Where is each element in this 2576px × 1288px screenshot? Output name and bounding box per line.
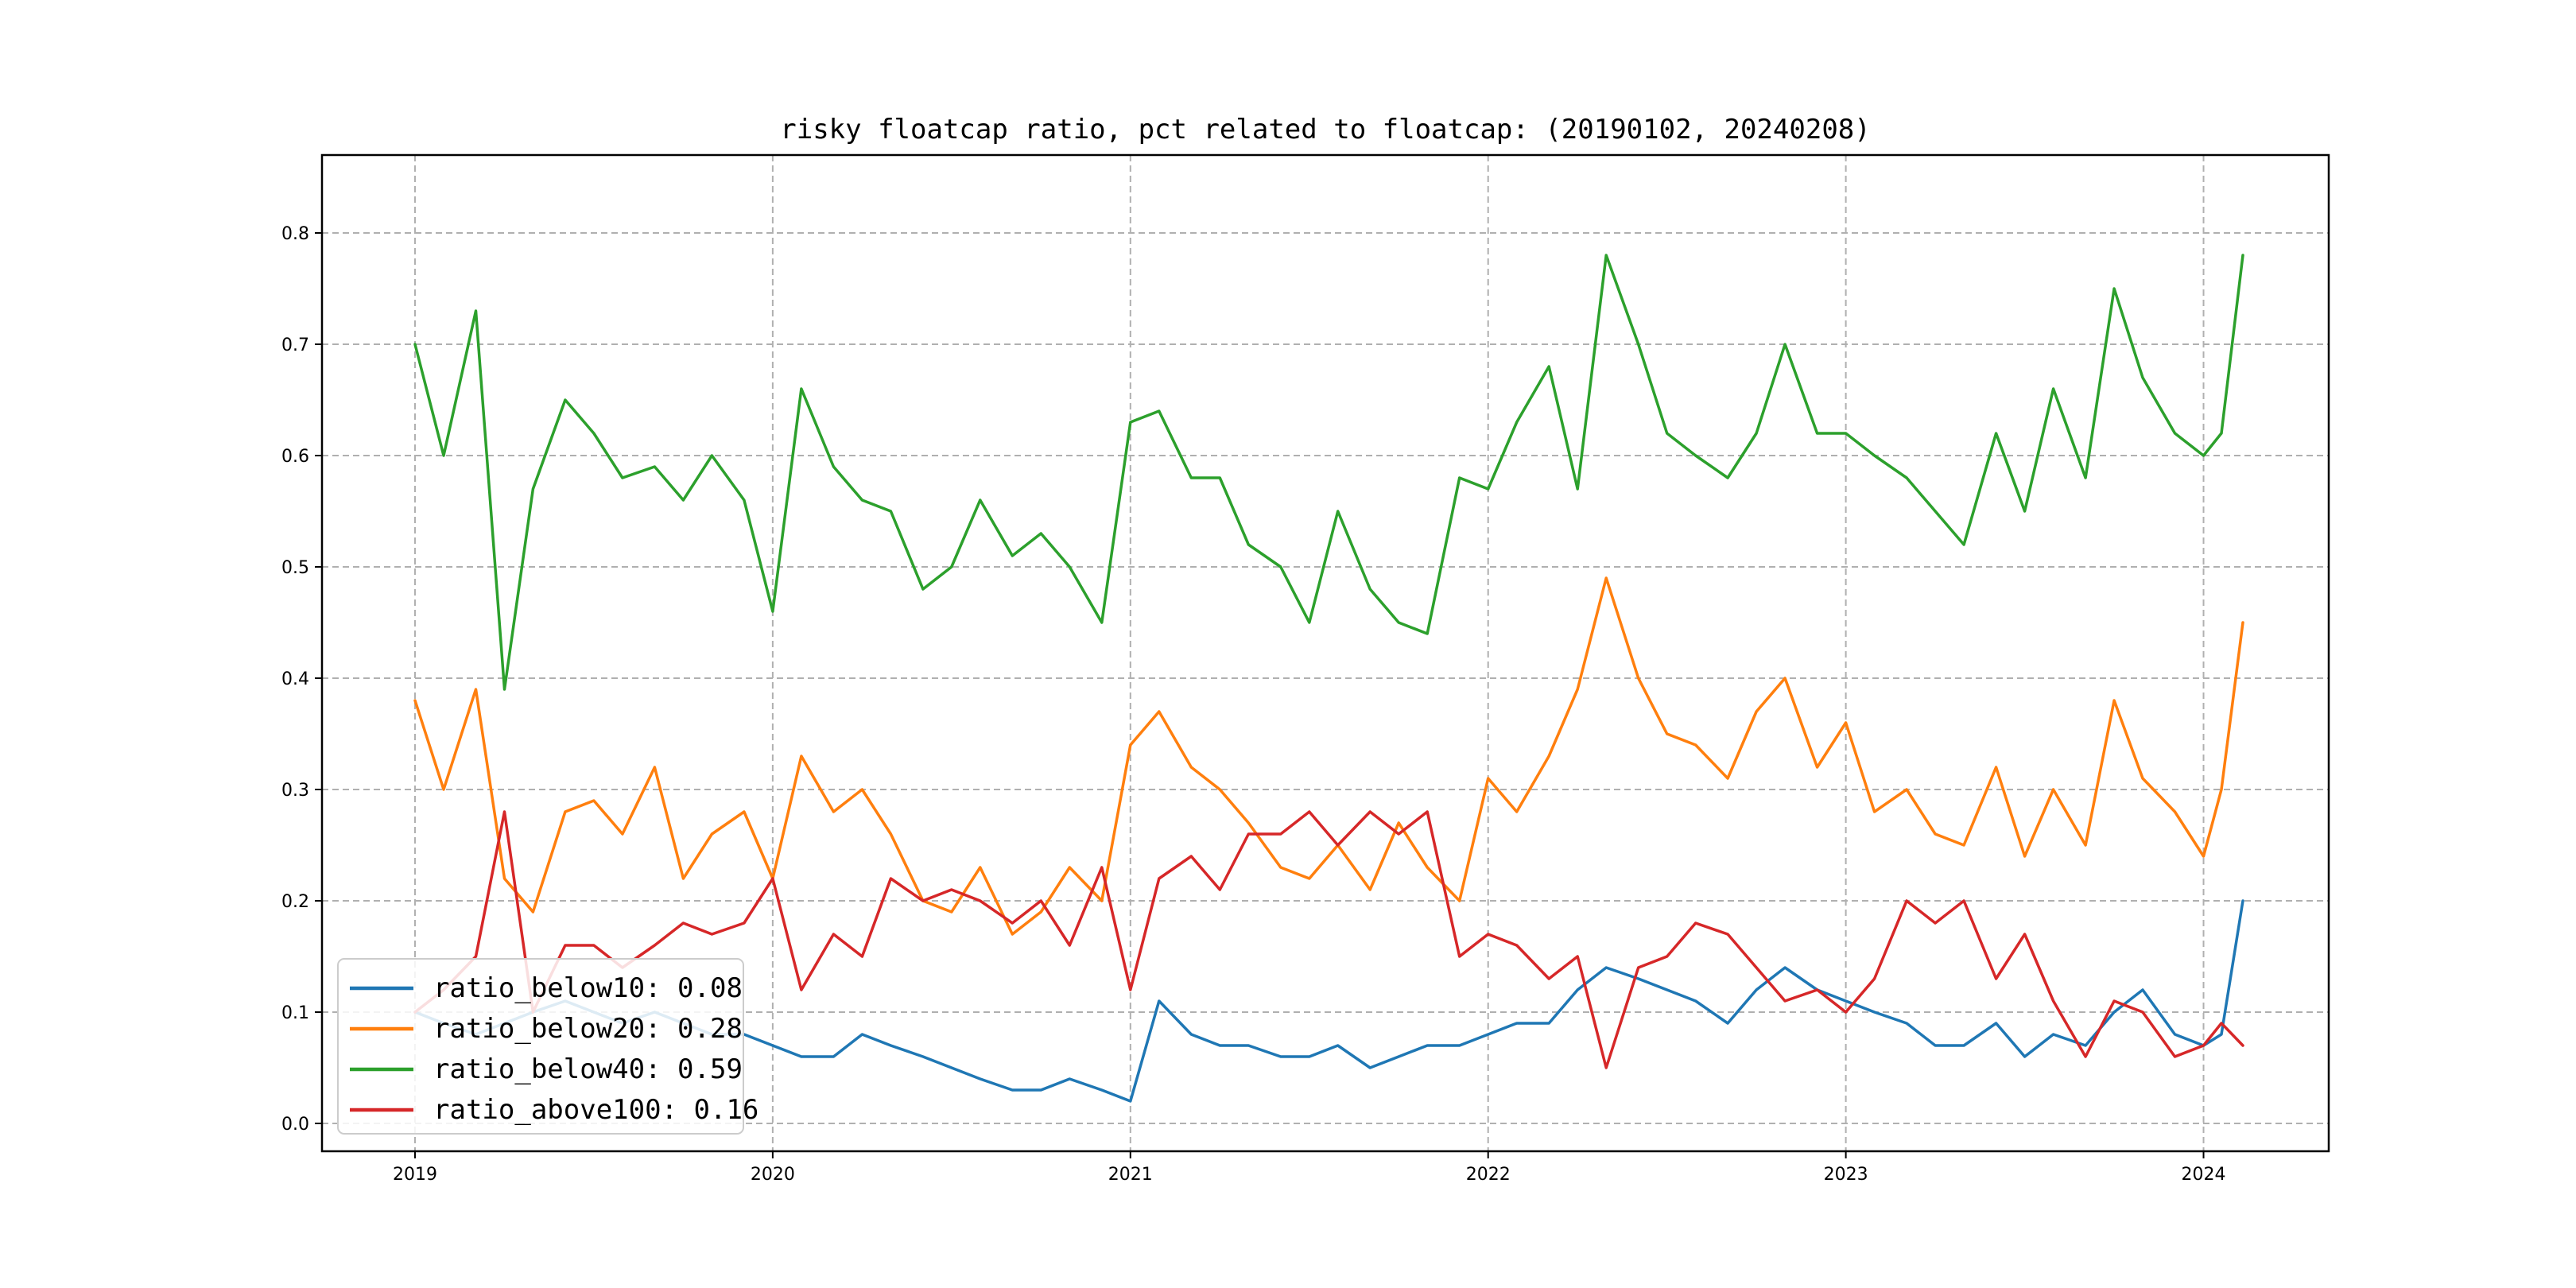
x-axis: 2019 2020 2021 2022 2023 2024 [393,1151,2226,1185]
series-line-ratio-above100 [413,810,2244,1069]
x-tick-label-2019: 2019 [393,1165,437,1185]
x-tick-label-2020: 2020 [751,1165,795,1185]
chart-title: risky floatcap ratio, pct related to flo… [780,114,1870,145]
y-axis: 0.0 0.1 0.2 0.3 0.4 0.5 0.6 0.7 0.8 [281,224,322,1135]
y-tick-label-0-6: 0.6 [281,447,309,467]
legend-item-ratio-below40: ratio_below40: 0.59 [350,1053,743,1085]
y-tick-label-0-8: 0.8 [281,224,309,244]
x-tick-label-2024: 2024 [2182,1165,2226,1185]
y-tick-label-0-1: 0.1 [281,1003,309,1023]
legend-item-ratio-below10: ratio_below10: 0.08 [350,972,743,1004]
y-tick-label-0-3: 0.3 [281,781,309,801]
series-lines [413,254,2244,1103]
y-tick-label-0-0: 0.0 [281,1115,309,1135]
legend-label-ratio-above100: ratio_above100: 0.16 [433,1094,758,1126]
x-tick-label-2022: 2022 [1466,1165,1511,1185]
legend-label-ratio-below10: ratio_below10: 0.08 [433,972,743,1004]
y-tick-label-0-7: 0.7 [281,336,309,355]
plot-frame [320,153,2330,1153]
legend-label-ratio-below20: ratio_below20: 0.28 [433,1013,743,1045]
y-tick-label-0-4: 0.4 [281,669,309,689]
legend-label-ratio-below40: ratio_below40: 0.59 [433,1053,743,1085]
x-tick-label-2021: 2021 [1108,1165,1153,1185]
y-tick-label-0-5: 0.5 [281,558,309,578]
legend: ratio_below10: 0.08 ratio_below20: 0.28 … [337,958,758,1135]
y-tick-label-0-2: 0.2 [281,892,309,912]
legend-box [337,958,744,1135]
legend-item-ratio-below20: ratio_below20: 0.28 [350,1013,743,1045]
series-line-ratio-below40 [413,254,2244,691]
x-tick-label-2023: 2023 [1824,1165,1868,1185]
legend-item-ratio-above100: ratio_above100: 0.16 [350,1094,758,1126]
